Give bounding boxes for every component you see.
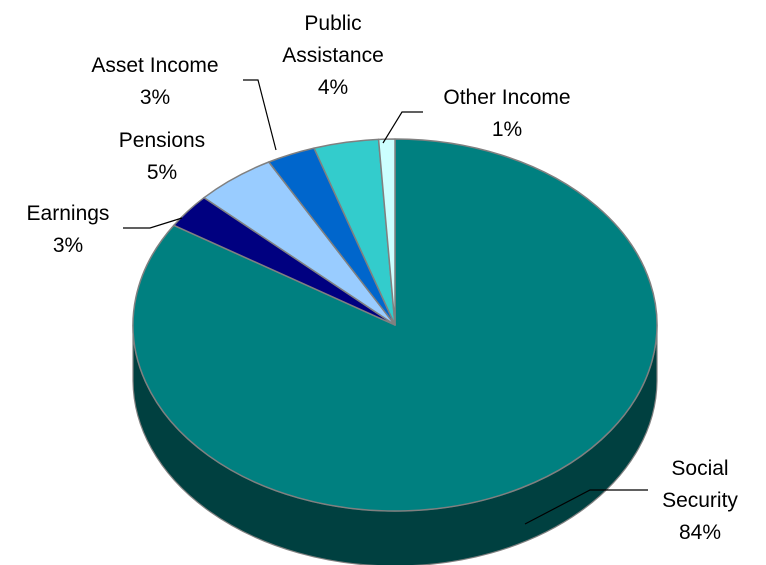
pie-slices — [132, 138, 658, 512]
leader-line-social-security — [524, 489, 648, 525]
leader-line-earnings — [123, 217, 183, 229]
slice-social-security — [132, 138, 658, 512]
data-label-name: Asset Income — [91, 54, 218, 77]
data-label-value: 1% — [492, 118, 522, 141]
leader-line-asset-income — [243, 79, 277, 151]
data-label-value: 4% — [318, 76, 348, 99]
label-public-assistance: Public Assistance 4% — [282, 12, 384, 99]
label-social-security: Social Security 84% — [662, 457, 738, 544]
label-earnings: Earnings 3% — [27, 202, 110, 257]
data-label-value: 84% — [679, 521, 721, 544]
data-label-name: Public — [304, 12, 361, 35]
data-label-value: 5% — [147, 161, 177, 184]
data-label-name: Security — [662, 489, 738, 512]
leader-line-other-income — [382, 111, 423, 144]
data-label-name: Other Income — [443, 86, 570, 109]
label-pensions: Pensions 5% — [119, 129, 205, 184]
data-label-name: Pensions — [119, 129, 205, 152]
leader-lines — [123, 79, 648, 525]
data-label-name: Social — [671, 457, 728, 480]
label-other-income: Other Income 1% — [443, 86, 570, 141]
data-label-name: Earnings — [27, 202, 110, 225]
data-label-value: 3% — [140, 86, 170, 109]
data-label-name: Assistance — [282, 44, 384, 67]
data-label-value: 3% — [53, 234, 83, 257]
label-asset-income: Asset Income 3% — [91, 54, 218, 109]
slice-other-income — [377, 138, 396, 326]
data-labels: Social Security 84% Earnings 3% Pensions 5% Ass… — [27, 12, 739, 544]
